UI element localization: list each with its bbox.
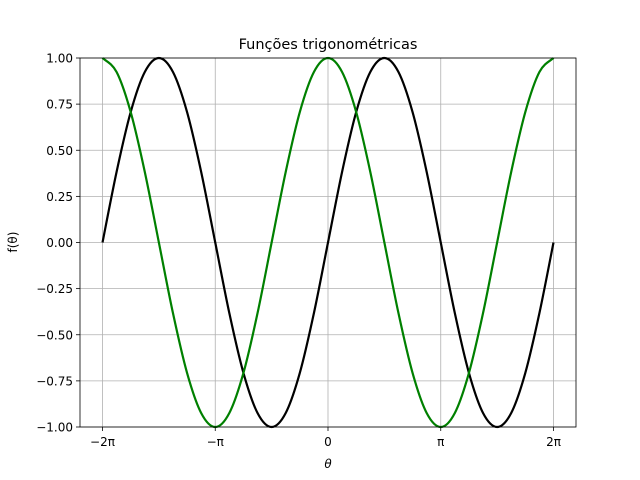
chart-title: Funções trigonométricas <box>239 37 418 53</box>
y-tick-label: −0.75 <box>36 374 73 388</box>
x-axis-label: θ <box>324 457 332 471</box>
y-tick-label: 0.00 <box>46 236 73 250</box>
axis-ticks: −2π −π 0 π 2π 1.00 0.75 0.50 0.25 0.00 −0.25 −0.50 −… <box>36 52 561 450</box>
y-tick-label: −1.00 <box>36 421 73 435</box>
series-line-0 <box>101 56 555 429</box>
x-tick-label: 0 <box>324 435 332 449</box>
x-tick-label: −2π <box>90 435 115 449</box>
x-tick-label: −π <box>207 435 224 449</box>
y-tick-label: −0.50 <box>36 328 73 342</box>
y-tick-label: 1.00 <box>46 52 73 66</box>
y-axis-label: f(θ) <box>6 232 20 253</box>
y-tick-label: 0.75 <box>46 98 73 112</box>
y-tick-label: 0.50 <box>46 144 73 158</box>
x-tick-label: 2π <box>546 435 561 449</box>
x-tick-label: π <box>437 435 444 449</box>
y-tick-label: 0.25 <box>46 190 73 204</box>
y-tick-label: −0.25 <box>36 282 73 296</box>
